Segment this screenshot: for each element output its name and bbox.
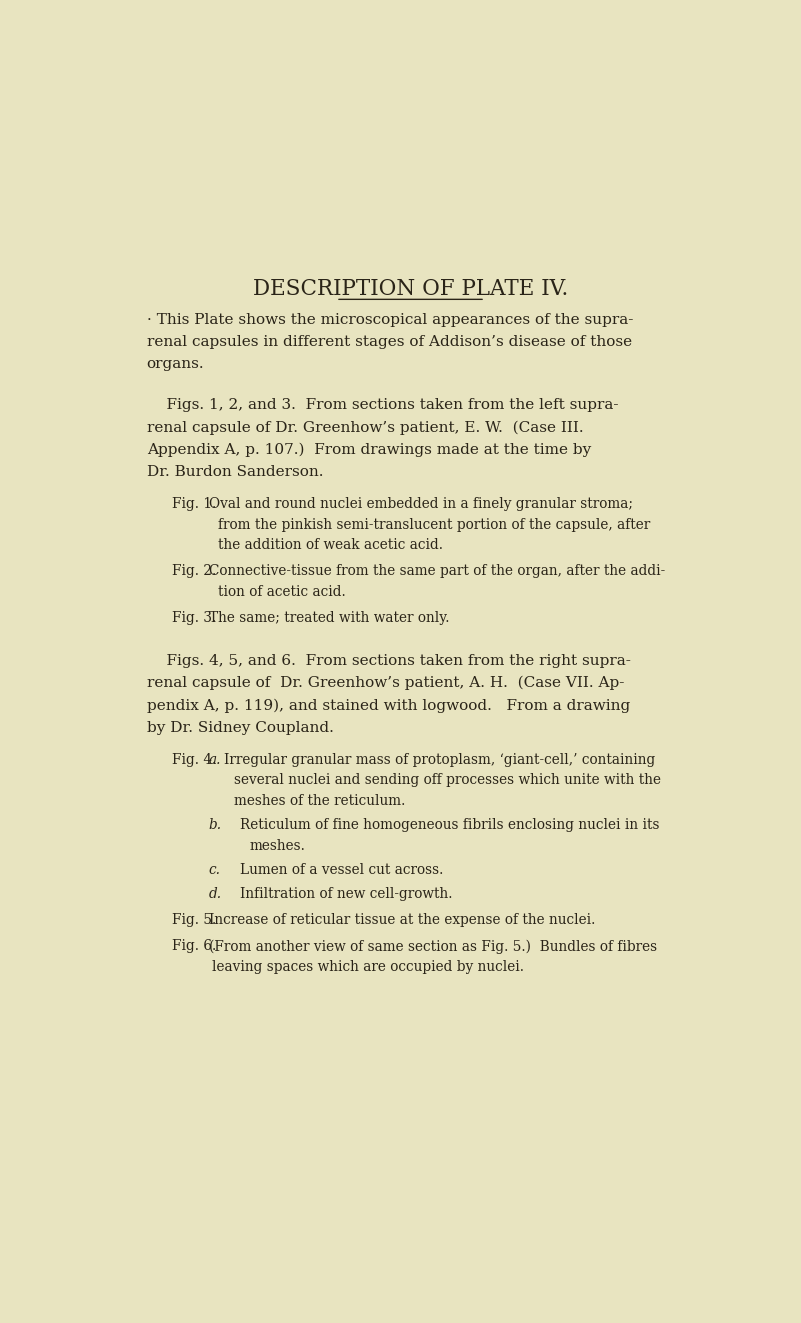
- Text: tion of acetic acid.: tion of acetic acid.: [218, 585, 346, 599]
- Text: Fig. 5.: Fig. 5.: [171, 913, 215, 927]
- Text: Figs. 1, 2, and 3.  From sections taken from the left supra-: Figs. 1, 2, and 3. From sections taken f…: [147, 398, 618, 413]
- Text: renal capsule of  Dr. Greenhow’s patient, A. H.  (Case VII. Ap-: renal capsule of Dr. Greenhow’s patient,…: [147, 676, 624, 691]
- Text: Reticulum of fine homogeneous fibrils enclosing nuclei in its: Reticulum of fine homogeneous fibrils en…: [239, 818, 659, 832]
- Text: leaving spaces which are occupied by nuclei.: leaving spaces which are occupied by nuc…: [211, 960, 524, 974]
- Text: meshes.: meshes.: [249, 839, 305, 852]
- Text: d.: d.: [209, 888, 222, 901]
- Text: (From another view of same section as Fig. 5.)  Bundles of fibres: (From another view of same section as Fi…: [209, 939, 657, 954]
- Text: Fig. 1.: Fig. 1.: [171, 497, 215, 511]
- Text: Figs. 4, 5, and 6.  From sections taken from the right supra-: Figs. 4, 5, and 6. From sections taken f…: [147, 654, 630, 668]
- Text: · This Plate shows the microscopical appearances of the supra-: · This Plate shows the microscopical app…: [147, 312, 633, 327]
- Text: Connective-tissue from the same part of the organ, after the addi-: Connective-tissue from the same part of …: [209, 565, 665, 578]
- Text: Fig. 6.: Fig. 6.: [171, 939, 215, 954]
- Text: c.: c.: [209, 863, 221, 877]
- Text: Fig. 4.: Fig. 4.: [171, 753, 216, 766]
- Text: Infiltration of new cell-growth.: Infiltration of new cell-growth.: [239, 888, 453, 901]
- Text: organs.: organs.: [147, 357, 204, 372]
- Text: by Dr. Sidney Coupland.: by Dr. Sidney Coupland.: [147, 721, 333, 734]
- Text: b.: b.: [209, 818, 222, 832]
- Text: Oval and round nuclei embedded in a finely granular stroma;: Oval and round nuclei embedded in a fine…: [209, 497, 633, 511]
- Text: renal capsules in different stages of Addison’s disease of those: renal capsules in different stages of Ad…: [147, 335, 632, 349]
- Text: Increase of reticular tissue at the expense of the nuclei.: Increase of reticular tissue at the expe…: [209, 913, 595, 927]
- Text: Fig. 3.: Fig. 3.: [171, 611, 215, 624]
- Text: Irregular granular mass of protoplasm, ‘giant-cell,’ containing: Irregular granular mass of protoplasm, ‘…: [224, 753, 655, 766]
- Text: a.: a.: [209, 753, 221, 766]
- Text: The same; treated with water only.: The same; treated with water only.: [209, 611, 449, 624]
- Text: renal capsule of Dr. Greenhow’s patient, E. W.  (Case III.: renal capsule of Dr. Greenhow’s patient,…: [147, 421, 583, 435]
- Text: several nuclei and sending off processes which unite with the: several nuclei and sending off processes…: [234, 773, 661, 787]
- Text: the addition of weak acetic acid.: the addition of weak acetic acid.: [218, 538, 443, 552]
- Text: from the pinkish semi-translucent portion of the capsule, after: from the pinkish semi-translucent portio…: [218, 517, 650, 532]
- Text: Appendix A, p. 107.)  From drawings made at the time by: Appendix A, p. 107.) From drawings made …: [147, 443, 591, 458]
- Text: meshes of the reticulum.: meshes of the reticulum.: [234, 794, 405, 808]
- Text: DESCRIPTION OF PLATE IV.: DESCRIPTION OF PLATE IV.: [253, 278, 568, 300]
- Text: Fig. 2.: Fig. 2.: [171, 565, 215, 578]
- Text: pendix A, p. 119), and stained with logwood.   From a drawing: pendix A, p. 119), and stained with logw…: [147, 699, 630, 713]
- Text: Dr. Burdon Sanderson.: Dr. Burdon Sanderson.: [147, 466, 323, 479]
- Text: Lumen of a vessel cut across.: Lumen of a vessel cut across.: [239, 863, 443, 877]
